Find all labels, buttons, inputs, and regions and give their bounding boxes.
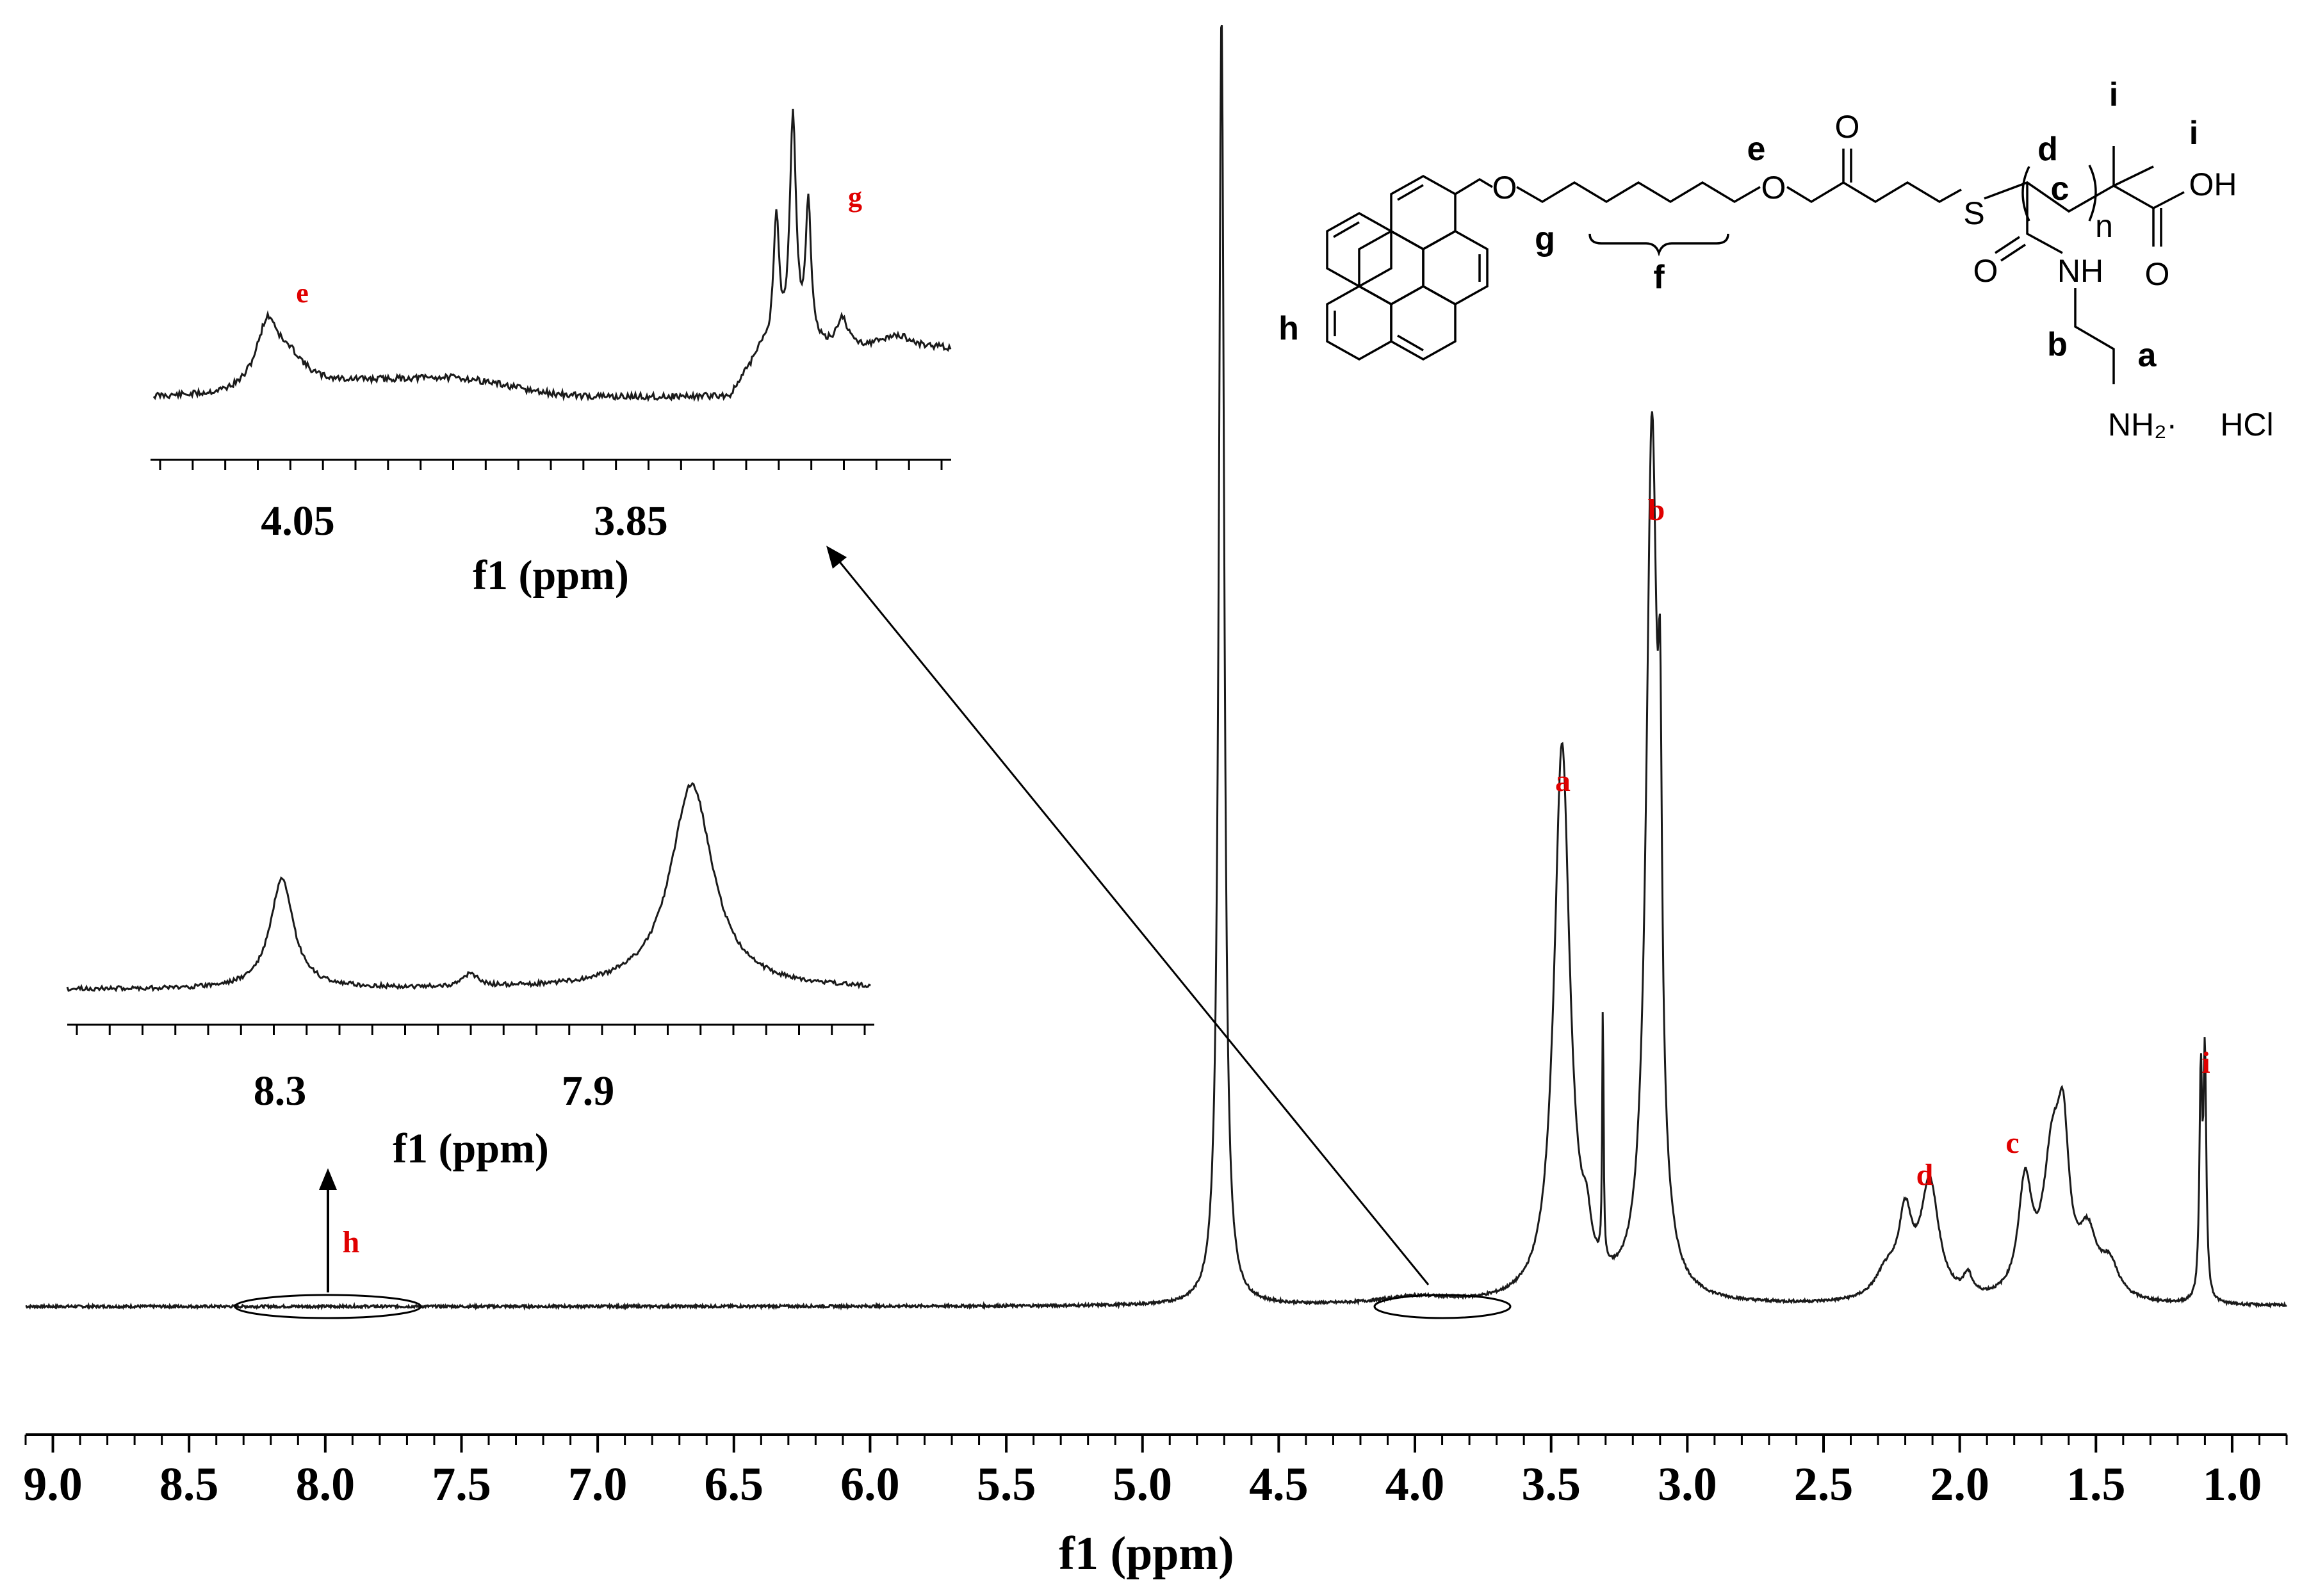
- structure-ethylenediamine: [2074, 288, 2115, 384]
- structure-chain-right: [1786, 181, 1962, 204]
- lower-inset-trace: [66, 781, 871, 993]
- region-label-h: h: [343, 1225, 360, 1259]
- main-tick-label: 4.0: [1385, 1458, 1445, 1511]
- struct-hcl: HCl: [2220, 407, 2273, 443]
- main-tick-label: 6.5: [705, 1458, 764, 1511]
- main-tick-label: 4.5: [1249, 1458, 1309, 1511]
- main-spectrum-trace: [25, 24, 2287, 1311]
- upper-inset-tick-3-85: 3.85: [594, 498, 668, 544]
- structure-polymer-backbone: [1984, 181, 2114, 213]
- pyrene-double-bond-1: [1397, 184, 1424, 201]
- structure-cooh: [2113, 184, 2155, 247]
- lower-inset-tick-8-3: 8.3: [254, 1068, 307, 1114]
- structure-chain-middle: [1516, 181, 1761, 204]
- struct-atom-o-ester: O: [1761, 170, 1786, 206]
- struct-pos-a: a: [2138, 337, 2157, 374]
- struct-atom-oh: OH: [2189, 167, 2237, 202]
- arrow-head-upper-inset: [826, 546, 847, 569]
- main-tick-label: 7.0: [568, 1458, 628, 1511]
- main-x-ticks: [24, 1435, 2288, 1453]
- main-x-axis-title: f1 (ppm): [1059, 1527, 1234, 1580]
- struct-pos-g: g: [1535, 220, 1555, 257]
- struct-atom-o-ether: O: [1492, 170, 1517, 206]
- struct-pos-e: e: [1747, 131, 1766, 168]
- struct-pos-i-1: i: [2109, 76, 2118, 113]
- lower-inset: 8.3 7.9 f1 (ppm): [66, 781, 874, 1172]
- struct-atom-nh: NH: [2057, 253, 2103, 289]
- peak-label-i: i: [2201, 1046, 2210, 1080]
- struct-pos-d: d: [2037, 131, 2058, 168]
- main-tick-label: 3.0: [1658, 1458, 1717, 1511]
- structure-amide-double: [1995, 236, 2020, 254]
- pyrene-rings: [1326, 174, 1489, 361]
- main-tick-label: 2.0: [1930, 1458, 1989, 1511]
- upper-inset: 4.05 3.85 f1 (ppm) e g: [151, 108, 952, 599]
- struct-atom-o-carbonyl: O: [1835, 109, 1860, 145]
- struct-atom-nh2: NH₂·: [2108, 407, 2177, 443]
- upper-inset-x-title: f1 (ppm): [473, 552, 629, 599]
- struct-pos-h: h: [1278, 310, 1299, 347]
- peak-label-c: c: [2005, 1126, 2019, 1160]
- main-x-tick-labels: 9.0 8.5 8.0 7.5 7.0 6.5 6.0 5.5 5.0 4.5 4.0 3.5 3.0 2…: [23, 1458, 2262, 1511]
- struct-pos-f: f: [1653, 259, 1665, 296]
- main-spectrum-plot: 9.0 8.5 8.0 7.5 7.0 6.5 6.0 5.5 5.0 4.5 4.0 3.5 3.0 2…: [23, 24, 2288, 1580]
- pyrene-double-bond-5: [1397, 334, 1424, 352]
- chemical-structure: [1326, 146, 2185, 384]
- main-peak-labels: a b c d i: [1555, 493, 2210, 1192]
- upper-inset-trace: [152, 108, 952, 402]
- struct-pos-c: c: [2051, 170, 2069, 208]
- struct-atom-o-amide: O: [1973, 253, 1998, 289]
- region-ellipse-aliphatic: [1373, 1294, 1512, 1319]
- main-tick-label: 1.0: [2203, 1458, 2262, 1511]
- lower-inset-tick-7-9: 7.9: [562, 1068, 615, 1114]
- structure-amide: [2026, 183, 2063, 254]
- main-tick-label: 8.5: [159, 1458, 219, 1511]
- lower-inset-ticks: [76, 1025, 866, 1035]
- upper-inset-ticks: [159, 460, 943, 470]
- region-markers: h: [234, 546, 1512, 1319]
- peak-label-a: a: [1555, 764, 1571, 798]
- upper-inset-tick-4-05: 4.05: [261, 498, 335, 544]
- structure-labels: O O O S n OH O O NH NH₂· HCl a b c d e f…: [1278, 76, 2274, 443]
- structure-methyl-i-2: [2113, 165, 2154, 187]
- struct-atom-o-acid: O: [2145, 256, 2170, 292]
- structure-chain-left: [1455, 177, 1493, 195]
- upper-inset-peak-g: g: [848, 181, 862, 213]
- main-tick-label: 7.5: [432, 1458, 491, 1511]
- lower-inset-x-title: f1 (ppm): [393, 1125, 549, 1172]
- arrow-head-lower-inset: [319, 1168, 337, 1190]
- main-tick-label: 3.5: [1521, 1458, 1581, 1511]
- main-tick-label: 5.0: [1113, 1458, 1172, 1511]
- main-tick-label: 9.0: [23, 1458, 83, 1511]
- pyrene-ring-bottom-right: [1390, 284, 1457, 361]
- peak-label-b: b: [1648, 493, 1665, 527]
- main-tick-label: 2.5: [1794, 1458, 1854, 1511]
- structure-amide-double-2: [2000, 243, 2026, 262]
- pyrene-ring-bottom: [1326, 284, 1392, 361]
- upper-inset-peak-e: e: [296, 277, 309, 309]
- main-tick-label: 6.0: [840, 1458, 900, 1511]
- pyrene-ring-left: [1326, 211, 1392, 288]
- peak-label-d: d: [1916, 1158, 1934, 1192]
- main-tick-label: 8.0: [296, 1458, 355, 1511]
- structure-bracket-right: [2088, 165, 2097, 222]
- arrow-to-upper-inset: [835, 557, 1430, 1285]
- main-tick-label: 1.5: [2066, 1458, 2126, 1511]
- structure-cooh-oh: [2153, 191, 2185, 209]
- main-tick-label: 5.5: [977, 1458, 1036, 1511]
- region-ellipse-aromatic: [234, 1294, 422, 1319]
- pyrene-double-bond-2: [1333, 221, 1360, 238]
- struct-pos-b: b: [2047, 326, 2068, 363]
- pyrene-ring-right: [1422, 229, 1489, 306]
- pyrene-ring-top: [1390, 174, 1457, 251]
- struct-atom-s: S: [1963, 195, 1984, 231]
- struct-subscript-n: n: [2095, 208, 2113, 244]
- structure-brace-f: [1588, 233, 1729, 257]
- struct-pos-i-2: i: [2189, 115, 2198, 152]
